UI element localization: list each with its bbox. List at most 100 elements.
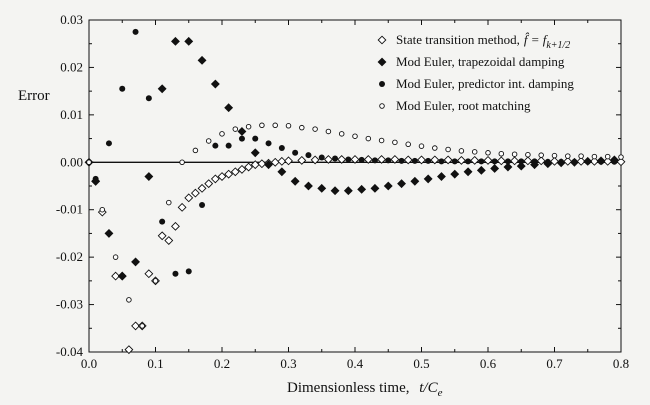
- legend-label-text: State transition method,: [396, 32, 520, 47]
- data-point: [272, 122, 278, 129]
- data-point: [551, 152, 558, 159]
- y-tick-label: -0.02: [56, 249, 83, 264]
- legend-label-text: Mod Euler, trapezoidal damping: [396, 54, 565, 69]
- data-point: [445, 146, 451, 153]
- data-point: [131, 257, 140, 267]
- data-point: [199, 201, 206, 208]
- data-point: [132, 28, 139, 35]
- legend-label: Mod Euler, root matching: [396, 98, 531, 113]
- data-point: [277, 167, 287, 177]
- x-tick-label: 0.8: [613, 356, 629, 371]
- data-point: [410, 176, 420, 186]
- data-point: [323, 155, 333, 164]
- data-point: [219, 131, 225, 137]
- y-tick-label: -0.01: [56, 202, 83, 217]
- data-point: [264, 160, 273, 170]
- data-point: [131, 321, 140, 331]
- series-3: [86, 122, 624, 329]
- data-point: [164, 236, 174, 245]
- data-point: [456, 155, 466, 165]
- data-point: [297, 155, 307, 165]
- data-point: [576, 156, 586, 166]
- data-point: [112, 254, 119, 260]
- data-point: [558, 158, 565, 165]
- data-point: [350, 155, 360, 164]
- x-tick-label: 0.2: [214, 356, 230, 371]
- x-tick-label: 0.1: [147, 356, 163, 371]
- data-point: [485, 150, 491, 156]
- data-point: [518, 158, 525, 165]
- data-point: [365, 135, 372, 142]
- data-point: [117, 271, 127, 281]
- data-point: [190, 188, 200, 198]
- data-point: [598, 158, 605, 165]
- series-2: [86, 28, 618, 277]
- data-point: [490, 164, 500, 173]
- data-point: [357, 184, 367, 194]
- marks: [84, 28, 626, 355]
- data-point: [119, 85, 126, 92]
- legend-marker: [377, 57, 387, 67]
- x-axis-title-text: Dimensionless time,: [287, 380, 410, 396]
- data-point: [192, 147, 199, 154]
- data-point: [172, 270, 179, 277]
- data-point: [390, 155, 400, 164]
- data-point: [250, 148, 260, 158]
- data-point: [471, 149, 478, 155]
- data-point: [224, 169, 234, 179]
- data-point: [470, 155, 480, 165]
- data-point: [312, 126, 318, 132]
- data-point: [578, 153, 584, 159]
- data-point: [205, 138, 212, 144]
- data-point: [378, 137, 385, 144]
- data-point: [332, 155, 339, 162]
- data-point: [363, 155, 373, 164]
- data-point: [345, 156, 352, 163]
- x-axis-title-math: t/C: [419, 380, 438, 396]
- data-point: [377, 155, 387, 164]
- data-point: [171, 221, 180, 231]
- data-point: [491, 158, 498, 165]
- data-point: [425, 157, 432, 164]
- x-tick-label: 0.3: [280, 356, 296, 371]
- series-0: [91, 155, 626, 355]
- data-point: [305, 152, 312, 159]
- data-point: [465, 158, 472, 165]
- data-point: [371, 157, 378, 164]
- legend-label-text: Mod Euler, predictor int. damping: [396, 76, 574, 91]
- data-point: [299, 124, 305, 131]
- data-point: [230, 167, 240, 177]
- data-point: [290, 176, 300, 186]
- data-point: [184, 36, 194, 46]
- data-point: [126, 297, 132, 303]
- data-point: [498, 150, 505, 157]
- data-point: [325, 128, 332, 135]
- data-point: [105, 140, 112, 147]
- data-point: [438, 158, 445, 165]
- y-tick-label: 0.00: [60, 154, 83, 169]
- y-axis-title: Error: [18, 88, 50, 104]
- data-point: [245, 123, 252, 130]
- data-point: [504, 158, 511, 165]
- data-point: [616, 157, 626, 167]
- data-point: [550, 156, 559, 166]
- data-point: [177, 202, 187, 212]
- data-point: [144, 172, 154, 181]
- data-point: [531, 158, 538, 165]
- data-point: [157, 231, 167, 241]
- data-point: [86, 159, 92, 166]
- data-point: [565, 153, 571, 159]
- data-point: [244, 162, 254, 172]
- legend-marker: [377, 35, 387, 45]
- data-point: [257, 159, 267, 169]
- x-tick-label: 0.5: [413, 356, 429, 371]
- data-point: [571, 158, 578, 165]
- data-point: [99, 206, 106, 213]
- data-point: [277, 156, 287, 166]
- x-tick-label: 0.6: [480, 356, 497, 371]
- data-point: [104, 228, 114, 238]
- legend-marker: [379, 81, 385, 87]
- data-point: [92, 175, 99, 182]
- data-point: [252, 135, 259, 142]
